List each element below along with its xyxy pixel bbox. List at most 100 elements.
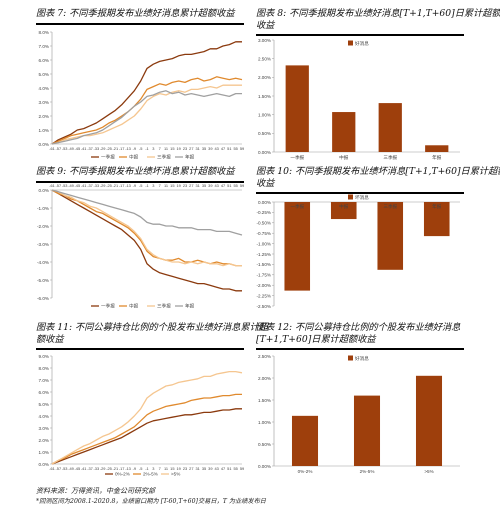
legend-label: 一季报 — [101, 154, 115, 161]
y-tick-label: -5.0% — [37, 278, 49, 283]
chart-title: 图表 10: 不同季报期发布业绩坏消息[T+1,T+60]日累计超额 — [256, 166, 500, 177]
title-rule — [36, 23, 244, 25]
x-tick-label: -5 — [139, 183, 142, 188]
x-tick-label: -45 — [75, 146, 81, 151]
category-label: 0%-2% — [298, 469, 313, 474]
legend-label: 2%-5% — [143, 472, 158, 477]
x-tick-label: -1 — [145, 146, 148, 151]
chart-title: 图表 11: 不同公募持仓比例的个股发布业绩好消息累计超 — [36, 322, 268, 333]
x-tick-label: -13 — [125, 146, 131, 151]
x-tick-label: -9 — [133, 183, 136, 188]
y-tick-label: 7.0% — [39, 44, 49, 49]
y-tick-label: 1.00% — [258, 112, 271, 117]
series-line — [51, 189, 242, 267]
series-line — [51, 189, 242, 292]
y-tick-label: -1.25% — [256, 252, 271, 257]
x-tick-label: -49 — [68, 146, 74, 151]
category-label: 一季报 — [290, 154, 304, 161]
category-label: 年报 — [432, 154, 442, 161]
x-tick-label: -21 — [113, 146, 119, 151]
x-tick-label: 19 — [177, 183, 181, 188]
x-tick-label: 35 — [202, 466, 206, 471]
x-tick-label: -57 — [56, 146, 62, 151]
x-tick-label: -9 — [133, 146, 136, 151]
y-tick-label: 2.00% — [258, 75, 271, 80]
x-tick-label: 43 — [215, 183, 219, 188]
x-tick-label: 7 — [159, 183, 161, 188]
x-tick-label: -1 — [145, 466, 148, 471]
x-tick-label: -5 — [139, 146, 142, 151]
legend-swatch — [348, 40, 353, 46]
legend-label: 三季报 — [157, 154, 171, 161]
x-tick-label: -33 — [94, 466, 100, 471]
x-tick-label: -57 — [56, 183, 62, 188]
y-tick-label: 2.50% — [258, 56, 271, 61]
legend-label: 年报 — [185, 154, 195, 161]
x-tick-label: -41 — [81, 146, 87, 151]
x-tick-label: -57 — [56, 466, 62, 471]
category-label: 2%-5% — [360, 469, 375, 474]
y-tick-label: 0.50% — [258, 131, 271, 136]
title-rule — [36, 181, 244, 183]
series-line — [51, 408, 242, 465]
category-label: 中报 — [339, 203, 349, 210]
y-tick-label: 0.0% — [39, 142, 49, 147]
y-tick-label: -1.75% — [256, 273, 271, 278]
legend-swatch — [348, 194, 353, 200]
y-tick-label: -2.0% — [37, 224, 49, 229]
y-tick-label: 9.0% — [39, 354, 49, 359]
legend-label: 好消息 — [355, 40, 369, 47]
x-tick-label: -61 — [49, 146, 55, 151]
y-tick-label: 2.0% — [39, 438, 49, 443]
legend-label: >5% — [171, 472, 180, 477]
chart-title: 图表 8: 不同季报期发布业绩好消息[T+1,T+60]日累计超额收益 — [256, 8, 500, 19]
y-tick-label: 0.0% — [39, 462, 49, 467]
panel-chart-9: 图表 9: 不同季报期发布业绩坏消息累计超额收益 0.0% -1.0% -2.0% -… — [36, 166, 244, 318]
chart-title: 图表 7: 不同季报期发布业绩好消息累计超额收益 — [36, 8, 235, 19]
x-tick-label: -17 — [119, 466, 125, 471]
x-tick-label: -33 — [94, 146, 100, 151]
x-tick-label: 47 — [221, 146, 225, 151]
y-tick-label: -1.50% — [256, 262, 271, 267]
x-tick-label: -37 — [87, 146, 93, 151]
x-tick-label: 19 — [177, 146, 181, 151]
x-tick-label: -33 — [94, 183, 100, 188]
y-tick-label: -0.25% — [256, 210, 271, 215]
x-tick-label: -29 — [100, 146, 106, 151]
y-tick-label: 3.0% — [39, 426, 49, 431]
category-label: 一季报 — [290, 203, 304, 210]
legend-label: 中报 — [129, 154, 139, 161]
x-tick-label: 51 — [227, 466, 231, 471]
x-tick-label: 23 — [183, 183, 187, 188]
panel-chart-7: 图表 7: 不同季报期发布业绩好消息累计超额收益 0.0% 1.0% 2.0% 3.0… — [36, 8, 244, 166]
x-tick-label: 35 — [202, 146, 206, 151]
line-chart-7: 0.0%1.0%2.0%3.0%4.0%5.0%6.0%7.0%8.0%-61-… — [39, 30, 245, 161]
y-tick-label: -2.25% — [256, 293, 271, 298]
x-tick-label: 39 — [208, 183, 212, 188]
bar — [332, 112, 356, 152]
x-tick-label: 59 — [240, 183, 244, 188]
x-tick-label: 55 — [234, 183, 238, 188]
x-tick-label: -45 — [75, 183, 81, 188]
x-tick-label: 31 — [196, 146, 200, 151]
chart-subtitle: 额收益 — [36, 334, 64, 345]
series-line — [51, 370, 243, 465]
y-tick-label: 7.0% — [39, 378, 49, 383]
panel-chart-10: 图表 10: 不同季报期发布业绩坏消息[T+1,T+60]日累计超额 收益 0.… — [256, 166, 500, 318]
x-tick-label: -37 — [87, 183, 93, 188]
x-tick-label: -29 — [100, 466, 106, 471]
legend-label: 好消息 — [355, 355, 369, 362]
x-tick-label: 3 — [152, 183, 154, 188]
y-tick-label: 5.0% — [39, 402, 49, 407]
x-tick-label: -37 — [87, 466, 93, 471]
x-tick-label: 31 — [196, 183, 200, 188]
y-tick-label: 4.0% — [39, 414, 49, 419]
x-tick-label: -25 — [106, 146, 112, 151]
bar — [285, 65, 309, 152]
title-rule — [256, 348, 464, 350]
x-tick-label: 43 — [215, 466, 219, 471]
chart-title: 图表 9: 不同季报期发布业绩坏消息累计超额收益 — [36, 166, 235, 177]
chart-subtitle: 收益 — [256, 20, 275, 31]
backtest-note: *回测区间为2008.1-2020.8，业绩窗口期为 [T-60,T+60]交易… — [36, 498, 266, 505]
series-line — [51, 90, 242, 145]
